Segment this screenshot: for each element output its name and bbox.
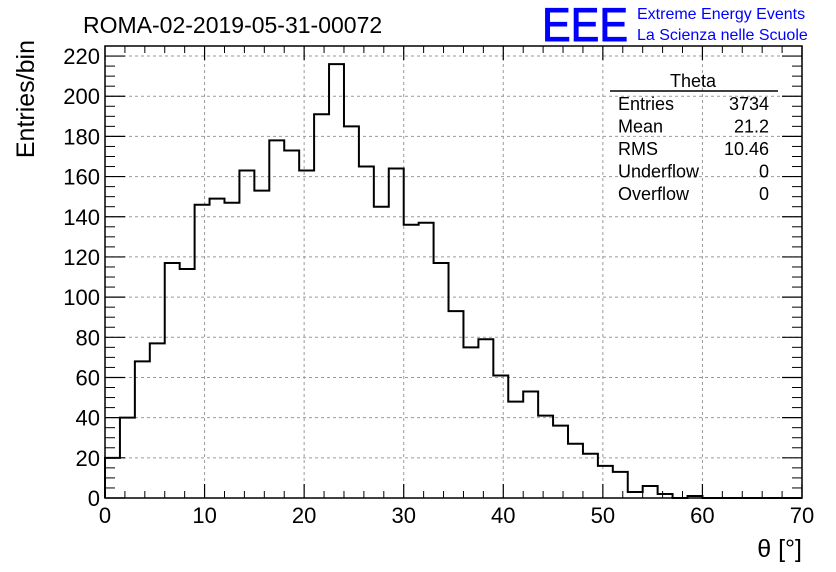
stats-title: Theta [670,71,717,91]
eee-logo-text: EEE [542,0,628,51]
y-tick-label: 100 [63,285,100,310]
stats-row-value: 21.2 [734,117,769,137]
y-tick-label: 140 [63,205,100,230]
x-tick-label: 0 [99,503,111,528]
y-tick-label: 0 [88,486,100,511]
y-tick-label: 60 [76,365,100,390]
y-tick-label: 180 [63,124,100,149]
x-tick-label: 70 [790,503,814,528]
x-tick-label: 30 [391,503,415,528]
axis-ticks [104,45,803,499]
stats-box: Theta Entries 3734 Mean 21.2 RMS 10.46 Underfl… [610,71,778,204]
histogram-series [104,63,802,499]
grid-lines [105,46,802,498]
x-tick-label: 50 [591,503,615,528]
stats-row-label: RMS [618,139,658,159]
y-tick-label: 40 [76,406,100,431]
y-axis-label: Entries/bin [12,40,40,158]
x-tick-labels: 0 10 20 30 40 50 60 70 [99,503,814,528]
plot-frame [104,45,803,499]
y-tick-label: 200 [63,84,100,109]
x-axis-label: θ [°] [757,535,802,563]
stats-row-label: Entries [618,94,674,114]
stats-row-label: Underflow [618,162,700,182]
stats-row-label: Mean [618,117,663,137]
y-tick-label: 220 [63,44,100,69]
eee-logo-line2: La Scienza nelle Scuole [637,27,808,44]
stats-row-value: 3734 [729,94,769,114]
chart-title: ROMA-02-2019-05-31-00072 [83,12,382,38]
eee-logo: EEE Extreme Energy Events La Scienza nel… [542,0,808,52]
y-tick-labels: 0 20 40 60 80 100 120 140 160 180 200 220 [63,44,100,511]
stats-row-label: Overflow [618,184,690,204]
y-tick-label: 120 [63,245,100,270]
y-tick-label: 160 [63,165,100,190]
eee-logo-line1: Extreme Energy Events [637,6,805,23]
stats-row-value: 0 [759,184,769,204]
x-tick-label: 20 [292,503,316,528]
stats-row-value: 0 [759,162,769,182]
x-tick-label: 60 [690,503,714,528]
stats-row-value: 10.46 [724,139,769,159]
y-tick-label: 20 [76,446,100,471]
x-tick-label: 40 [491,503,515,528]
x-tick-label: 10 [192,503,216,528]
y-tick-label: 80 [76,325,100,350]
